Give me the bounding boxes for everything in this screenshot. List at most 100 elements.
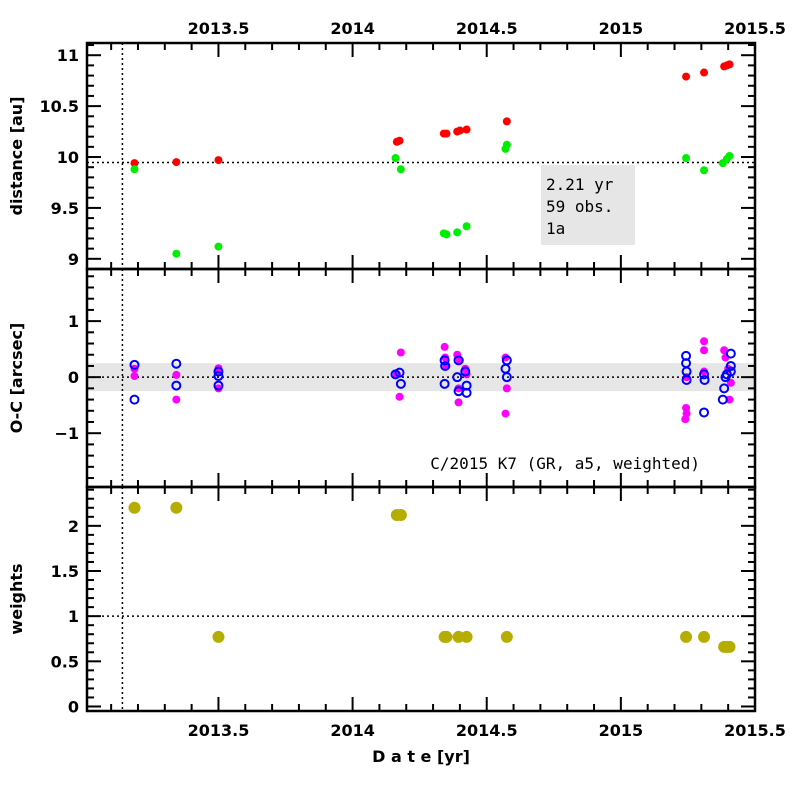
data-point-geocentric bbox=[682, 154, 691, 163]
x-tick-label-top: 2015 bbox=[599, 19, 644, 38]
data-point-ra bbox=[700, 346, 709, 355]
data-point-dec bbox=[129, 359, 140, 370]
data-point-dec bbox=[461, 387, 472, 398]
data-point-dec bbox=[681, 374, 692, 385]
data-point-geocentric bbox=[725, 152, 734, 160]
data-point-ra bbox=[501, 409, 510, 418]
data-point-heliocentric bbox=[455, 126, 464, 135]
data-point-geocentric bbox=[462, 222, 471, 231]
info-span: 2.21 yr bbox=[546, 175, 614, 194]
x-tick-label-top: 2014.5 bbox=[456, 19, 518, 38]
data-point-heliocentric bbox=[502, 117, 511, 126]
data-point-dec bbox=[171, 358, 182, 369]
data-point-ra bbox=[130, 372, 139, 381]
y-tick-label: 10 bbox=[57, 148, 79, 167]
x-tick-label-bottom: 2015.5 bbox=[724, 721, 786, 740]
data-point-ra bbox=[396, 348, 405, 357]
y-label-residuals: O-C [arcsec] bbox=[7, 323, 26, 434]
data-point-ra bbox=[681, 415, 690, 424]
y-tick-label: 0 bbox=[68, 368, 79, 387]
x-tick-label-top: 2014 bbox=[330, 19, 375, 38]
y-tick-label: 11 bbox=[57, 46, 79, 65]
data-point-geocentric bbox=[391, 154, 400, 163]
data-point-ra bbox=[454, 398, 463, 407]
data-point-weights bbox=[212, 630, 225, 643]
data-point-weights bbox=[698, 630, 711, 643]
data-point-ra bbox=[454, 384, 463, 393]
data-point-geocentric bbox=[396, 165, 405, 174]
panel-frame bbox=[85, 485, 757, 713]
data-point-dec bbox=[725, 360, 736, 371]
x-tick-label-top: 2015.5 bbox=[724, 19, 786, 38]
data-point-geocentric bbox=[700, 166, 709, 175]
object-annotation: C/2015 K7 (GR, a5, weighted) bbox=[430, 454, 700, 473]
data-point-heliocentric bbox=[130, 159, 139, 168]
data-point-geocentric bbox=[442, 230, 451, 239]
x-tick-label-top: 2013.5 bbox=[188, 19, 250, 38]
data-point-dec bbox=[213, 371, 224, 382]
data-point-ra bbox=[172, 370, 181, 379]
data-point-geocentric bbox=[453, 228, 462, 237]
data-point-weights bbox=[440, 630, 453, 643]
data-point-dec bbox=[725, 366, 736, 377]
data-point-heliocentric bbox=[442, 129, 451, 138]
x-label: D a t e [yr] bbox=[372, 747, 470, 766]
data-point-weights bbox=[394, 509, 407, 521]
data-point-dec bbox=[439, 378, 450, 389]
y-label-weights: weights bbox=[7, 563, 26, 634]
data-point-heliocentric bbox=[214, 156, 223, 165]
data-point-weights bbox=[460, 630, 473, 643]
y-tick-label: −1 bbox=[54, 424, 79, 443]
y-tick-label: 2 bbox=[68, 517, 79, 536]
x-tick-label-bottom: 2014.5 bbox=[456, 721, 518, 740]
data-point-dec bbox=[452, 372, 463, 383]
data-point-dec bbox=[395, 378, 406, 389]
data-point-dec bbox=[699, 374, 710, 385]
data-point-dec bbox=[460, 366, 471, 377]
data-point-heliocentric bbox=[395, 136, 404, 145]
data-point-dec bbox=[171, 380, 182, 391]
data-point-weights bbox=[680, 630, 693, 643]
data-point-weights bbox=[500, 630, 513, 643]
x-tick-label-bottom: 2013.5 bbox=[188, 721, 250, 740]
y-tick-label: 0 bbox=[68, 697, 79, 716]
y-tick-label: 1.5 bbox=[51, 562, 79, 581]
data-point-dec bbox=[439, 355, 450, 366]
y-tick-label: 1 bbox=[68, 607, 79, 626]
data-point-geocentric bbox=[172, 249, 181, 258]
data-point-heliocentric bbox=[725, 60, 734, 69]
data-point-heliocentric bbox=[172, 158, 181, 167]
data-point-ra bbox=[440, 342, 449, 351]
data-point-geocentric bbox=[130, 165, 139, 174]
data-point-ra bbox=[700, 337, 709, 346]
data-point-weights bbox=[170, 501, 183, 514]
data-point-ra bbox=[725, 395, 734, 404]
data-point-dec bbox=[453, 355, 464, 366]
y-tick-label: 10.5 bbox=[40, 97, 79, 116]
y-tick-label: 1 bbox=[68, 312, 79, 331]
data-point-dec bbox=[213, 366, 224, 377]
data-point-ra bbox=[441, 353, 450, 362]
y-tick-label: 9.5 bbox=[51, 199, 79, 218]
data-point-ra bbox=[172, 395, 181, 404]
data-point-dec bbox=[501, 372, 512, 383]
data-point-weights bbox=[723, 640, 736, 653]
data-point-dec bbox=[725, 348, 736, 359]
data-point-ra bbox=[214, 384, 223, 393]
info-code: 1a bbox=[546, 219, 565, 238]
data-point-dec bbox=[129, 394, 140, 405]
data-point-geocentric bbox=[214, 242, 223, 251]
info-box bbox=[541, 165, 635, 245]
data-point-ra bbox=[395, 392, 404, 401]
data-point-dec bbox=[394, 367, 405, 378]
info-obs: 59 obs. bbox=[546, 197, 613, 216]
data-point-dec bbox=[699, 407, 710, 418]
data-point-dec bbox=[699, 369, 710, 380]
data-point-dec bbox=[717, 394, 728, 405]
data-point-heliocentric bbox=[462, 125, 471, 134]
data-point-heliocentric bbox=[700, 68, 709, 77]
data-point-dec bbox=[440, 360, 451, 371]
data-point-dec bbox=[719, 383, 730, 394]
data-point-ra bbox=[502, 384, 511, 393]
